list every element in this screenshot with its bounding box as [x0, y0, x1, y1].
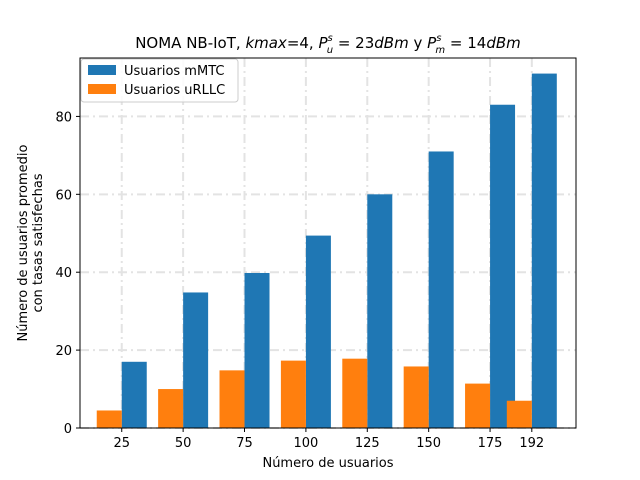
- bar-urllc-25: [96, 410, 122, 428]
- y-tick-label-20: 20: [55, 344, 72, 359]
- x-tick-label-175: 175: [478, 436, 503, 451]
- x-tick-label-75: 75: [236, 436, 253, 451]
- legend-label-urllc: Usuarios uRLLC: [124, 83, 225, 98]
- plot-frame: [79, 57, 577, 429]
- x-tick-label-25: 25: [113, 436, 130, 451]
- bar-urllc-192: [506, 400, 532, 428]
- chart-title: NOMA NB-IoT, kmax=4, Ps u = 23dBm y Ps m =…: [135, 33, 521, 56]
- bar-mmtc-25: [121, 361, 147, 428]
- bar-mmtc-125: [367, 194, 393, 428]
- legend-swatch-urllc: [88, 84, 116, 94]
- bar-urllc-125: [342, 358, 368, 428]
- bar-urllc-100: [280, 360, 306, 428]
- y-tick-label-40: 40: [55, 266, 72, 281]
- y-axis-label: Número de usuarios promediocon tasas sat…: [16, 144, 46, 341]
- x-tick-label-150: 150: [416, 436, 441, 451]
- bar-mmtc-100: [305, 235, 331, 428]
- bar-mmtc-175: [490, 104, 516, 428]
- bar-urllc-150: [403, 366, 429, 428]
- bar-urllc-175: [465, 383, 491, 428]
- bar-mmtc-150: [428, 151, 454, 428]
- bar-mmtc-75: [244, 272, 270, 428]
- x-tick-label-100: 100: [293, 436, 318, 451]
- y-tick-label-80: 80: [55, 110, 72, 125]
- bar-mmtc-192: [531, 73, 557, 428]
- tick-layer: 25 50 75 100 125 150 175 192 0 20 40 60 80: [55, 110, 544, 451]
- bar-urllc-50: [158, 389, 184, 428]
- x-tick-label-192: 192: [519, 436, 544, 451]
- legend-swatch-mmtc: [88, 65, 116, 75]
- bar-layer: [96, 73, 557, 428]
- legend: Usuarios mMTC Usuarios uRLLC: [80, 58, 239, 103]
- legend-label-mmtc: Usuarios mMTC: [124, 64, 224, 79]
- x-tick-label-125: 125: [355, 436, 380, 451]
- y-tick-label-60: 60: [55, 188, 72, 203]
- x-tick-label-50: 50: [175, 436, 192, 451]
- x-axis-label: Número de usuarios: [262, 456, 393, 471]
- legend-box: [80, 58, 239, 103]
- bar-mmtc-50: [183, 292, 209, 428]
- bar-urllc-75: [219, 370, 245, 428]
- y-tick-label-0: 0: [64, 422, 72, 437]
